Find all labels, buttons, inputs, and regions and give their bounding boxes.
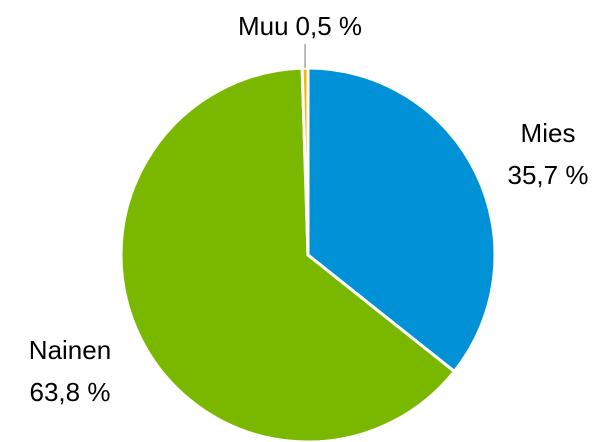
pie-slice [306,66,497,373]
pie-slice [119,66,456,442]
slice-category: Nainen [29,335,111,365]
slice-category: Muu [238,11,289,41]
slice-value: 0,5 % [296,11,363,41]
slice-category: Mies [521,118,576,148]
pie-slice [300,66,310,257]
slice-label: Mies 35,7 % [508,118,589,190]
slice-label: Muu 0,5 % [238,11,362,41]
slice-value: 35,7 % [508,160,589,190]
slice-label: Nainen 63,8 % [29,335,111,407]
slice-value: 63,8 % [30,377,111,407]
